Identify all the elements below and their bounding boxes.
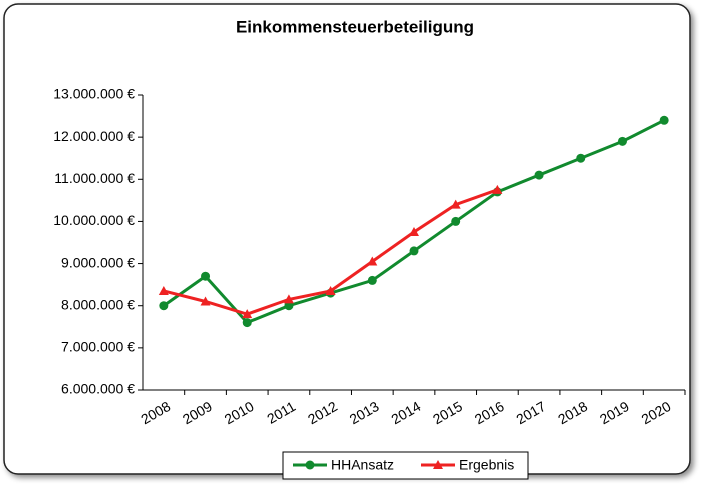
marker: [159, 301, 169, 311]
chart-title: Einkommensteuerbeteiligung: [236, 17, 474, 36]
y-tick-label: 10.000.000 €: [53, 212, 135, 228]
chart-frame: [3, 3, 691, 475]
marker: [409, 226, 419, 236]
marker: [576, 153, 586, 163]
marker: [242, 309, 253, 319]
y-tick-label: 11.000.000 €: [54, 170, 135, 186]
marker: [409, 246, 419, 256]
marker: [617, 136, 627, 146]
marker: [284, 301, 294, 311]
y-tick-label: 12.000.000 €: [53, 128, 135, 144]
y-tick-label: 9.000.000 €: [61, 254, 135, 270]
marker: [451, 216, 461, 226]
y-tick-label: 6.000.000 €: [61, 381, 135, 397]
legend-label: Ergebnis: [459, 457, 514, 473]
marker: [158, 285, 169, 295]
marker: [492, 184, 503, 194]
legend: HHAnsatz Ergebnis: [282, 451, 529, 480]
marker: [659, 115, 669, 125]
marker: [283, 294, 294, 304]
marker: [450, 199, 461, 209]
marker: [201, 271, 211, 281]
marker: [367, 275, 377, 285]
marker: [367, 256, 378, 266]
marker: [305, 460, 315, 470]
marker: [433, 460, 443, 469]
marker: [200, 296, 211, 306]
y-tick-label: 7.000.000 €: [61, 339, 135, 355]
marker: [325, 285, 336, 295]
y-tick-label: 8.000.000 €: [61, 296, 135, 312]
legend-label: HHAnsatz: [331, 457, 394, 473]
y-tick-label: 13.000.000 €: [53, 86, 135, 102]
marker: [242, 318, 252, 328]
marker: [534, 170, 544, 180]
